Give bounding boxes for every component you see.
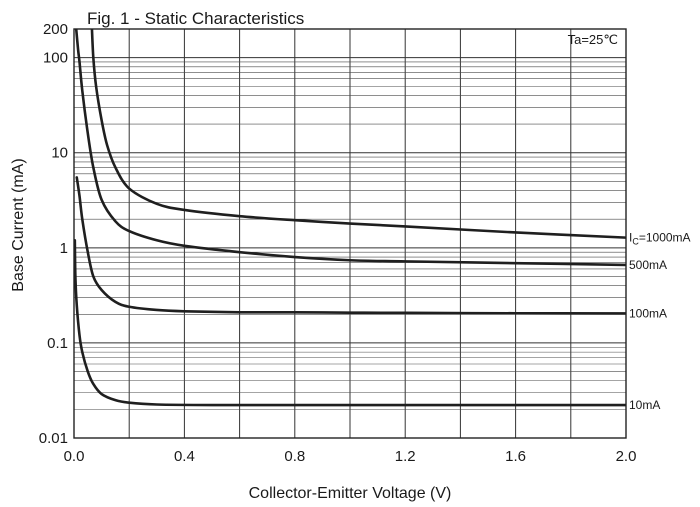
y-tick-label: 0.1 xyxy=(47,335,68,352)
curve-label-prefix: I xyxy=(629,231,632,245)
curve-label: 500mA xyxy=(629,258,667,272)
curve-series-3 xyxy=(74,238,626,407)
x-tick-label: 0.4 xyxy=(174,448,195,465)
y-tick-label: 0.01 xyxy=(39,430,68,447)
x-tick-label: 2.0 xyxy=(616,448,637,465)
curve-series-1 xyxy=(74,29,626,267)
grid xyxy=(74,29,626,438)
x-tick-label: 1.6 xyxy=(505,448,526,465)
curve-series-2 xyxy=(75,176,626,315)
curve-label: 10mA xyxy=(629,398,660,412)
curve-series-0 xyxy=(90,29,626,239)
curves xyxy=(74,29,626,407)
curve-label-suffix: =1000mA xyxy=(639,231,691,245)
y-tick-label: 200 xyxy=(43,21,68,38)
plot-frame xyxy=(73,28,627,439)
curve-label: 100mA xyxy=(629,306,667,320)
y-tick-labels: 0.01 0.1 1 10 100 200 xyxy=(39,21,68,447)
temperature-annotation: Ta=25℃ xyxy=(568,32,618,47)
chart-title: Fig. 1 - Static Characteristics xyxy=(87,9,304,28)
x-tick-labels: 0.0 0.4 0.8 1.2 1.6 2.0 xyxy=(64,448,637,465)
y-tick-label: 10 xyxy=(51,145,68,162)
y-tick-label: 100 xyxy=(43,50,68,67)
x-tick-label: 0.8 xyxy=(284,448,305,465)
x-tick-label: 1.2 xyxy=(395,448,416,465)
y-tick-label: 1 xyxy=(60,240,68,257)
curve-labels: IC=1000mA 500mA 100mA 10mA xyxy=(629,231,691,412)
y-axis-label: Base Current (mA) xyxy=(10,158,27,291)
x-axis-label: Collector-Emitter Voltage (V) xyxy=(249,485,452,502)
curve-label: IC=1000mA xyxy=(629,231,691,247)
x-tick-label: 0.0 xyxy=(64,448,85,465)
curve-label-subscript: C xyxy=(632,237,639,247)
